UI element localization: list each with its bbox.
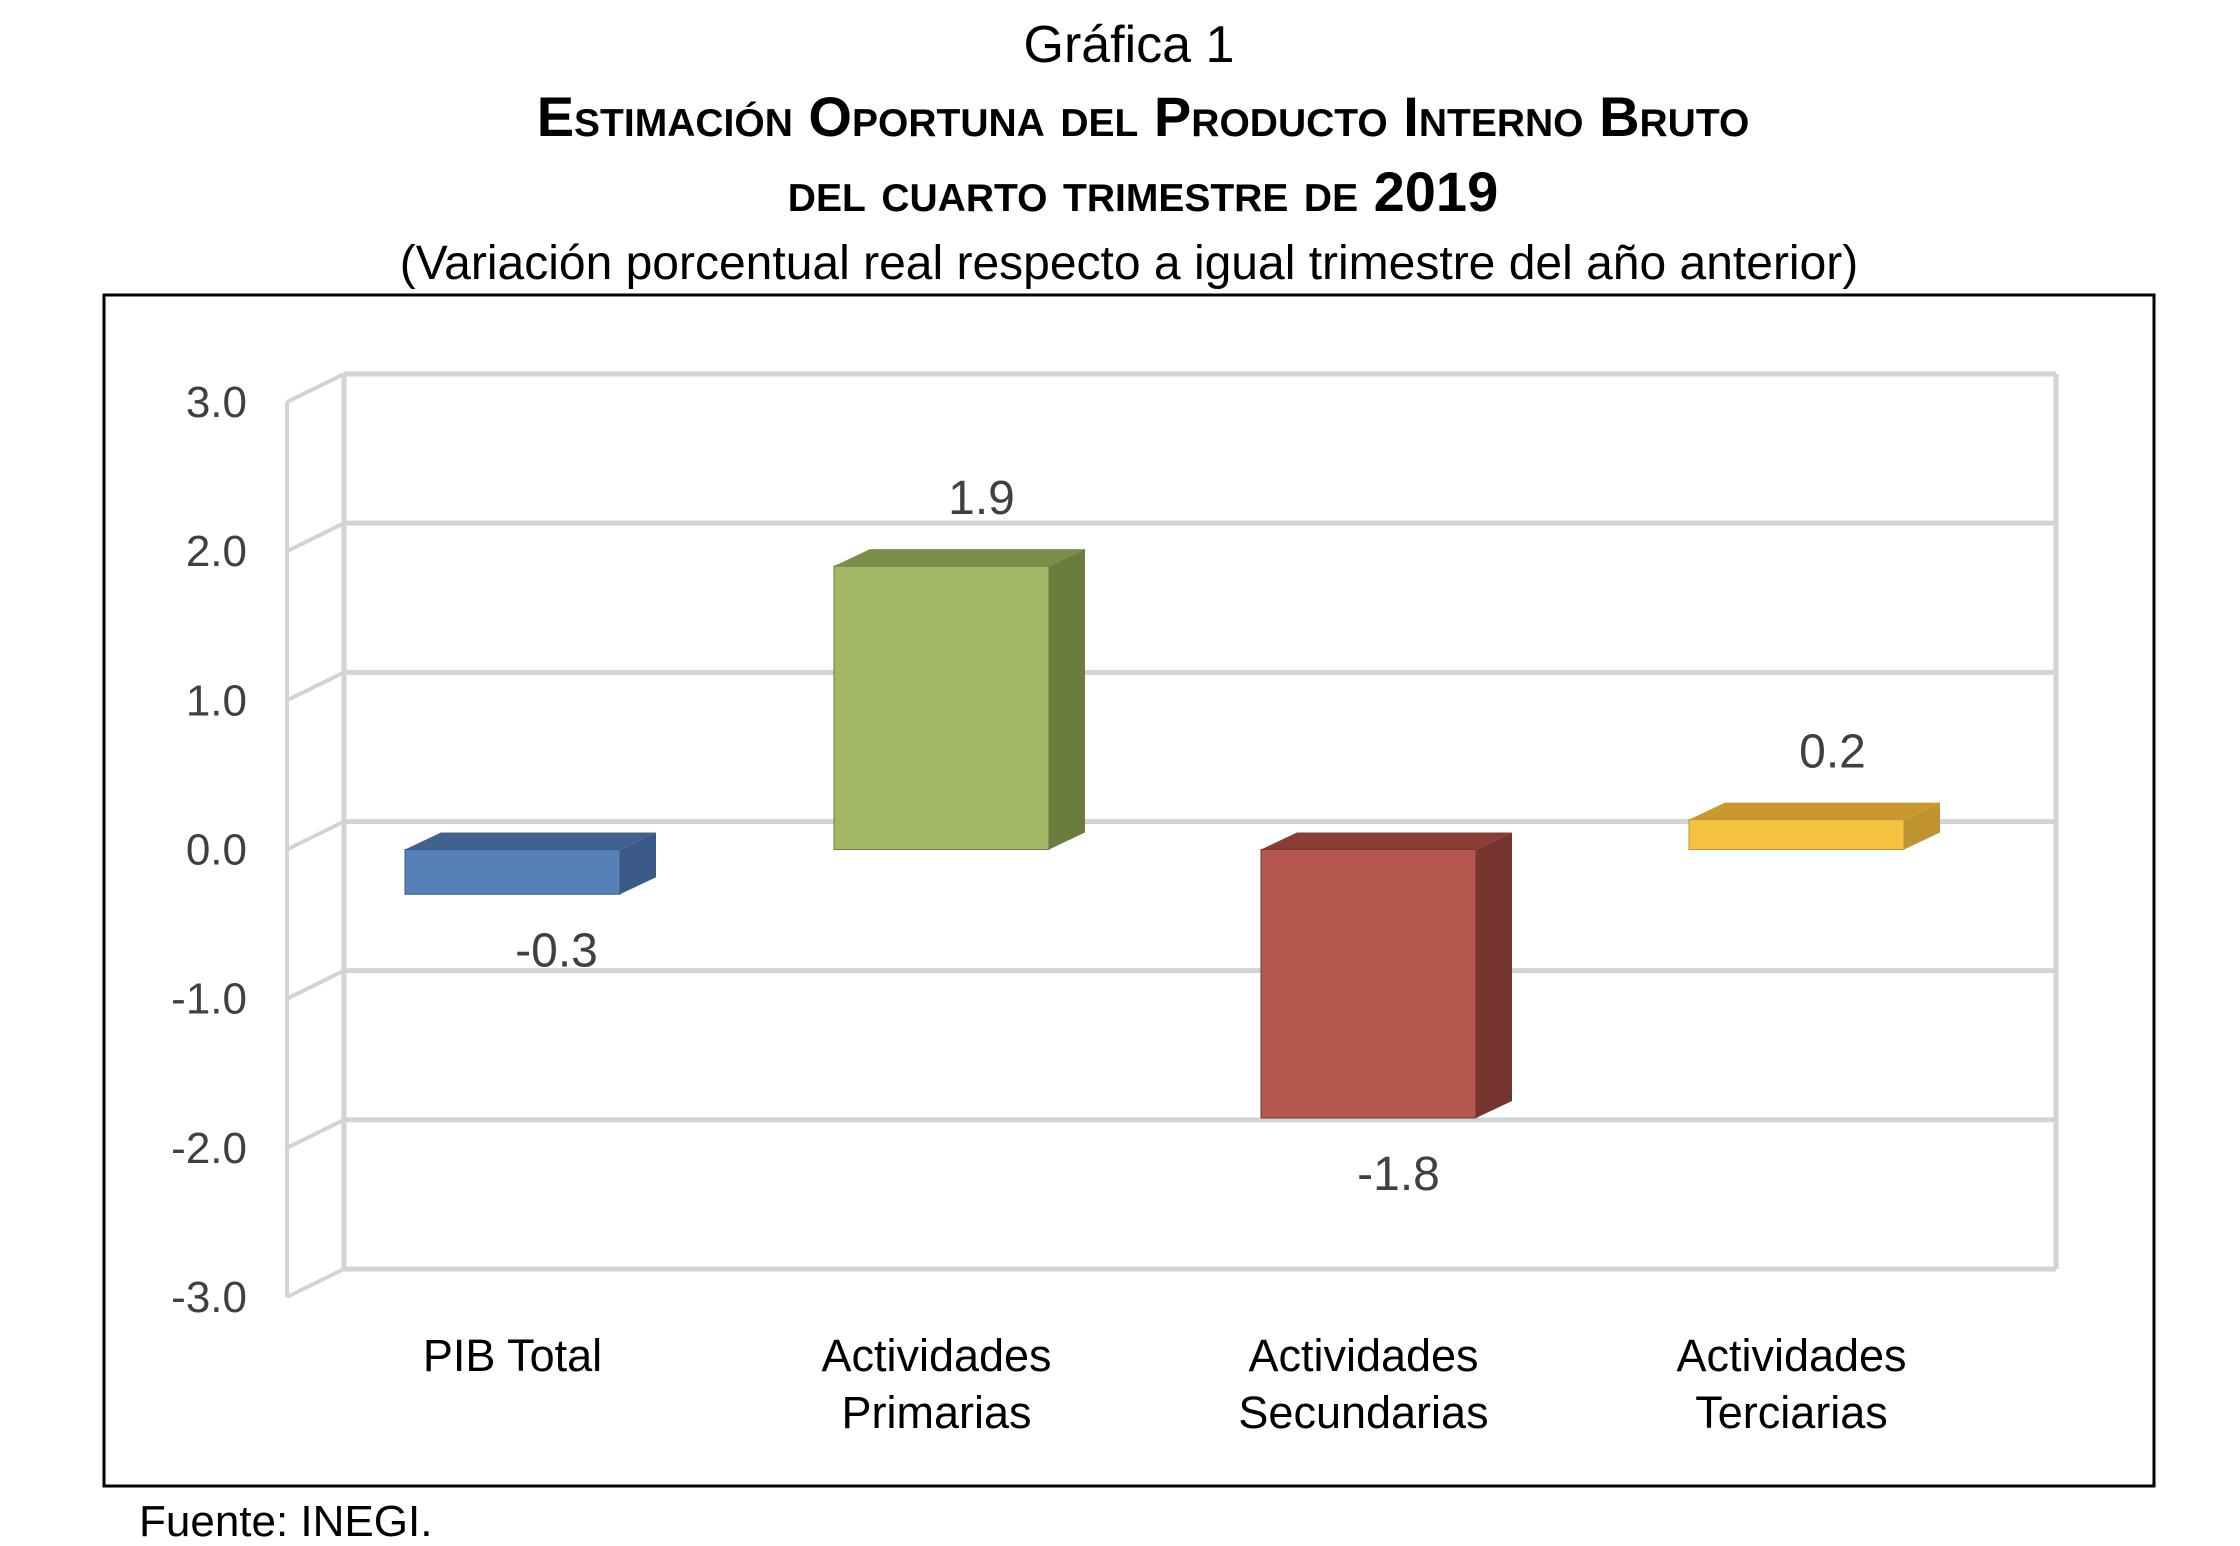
source-note: Fuente: INEGI.: [139, 1497, 432, 1546]
bar-top-face: [1261, 832, 1512, 850]
y-tick-label: 0.0: [186, 826, 247, 875]
gridline-depth: [286, 372, 345, 404]
bar: [1688, 819, 1905, 851]
chart-title-line2: del cuarto trimestre de 2019: [788, 160, 1498, 223]
y-tick-label: -1.0: [171, 975, 247, 1024]
bar: [833, 565, 1050, 850]
bar: [1260, 849, 1477, 1119]
gridline-depth: [286, 670, 345, 703]
y-tick-label: -3.0: [171, 1273, 247, 1322]
gridline-depth: [286, 521, 345, 553]
bar-top-face: [1689, 802, 1940, 820]
y-axis-ticks: 3.0 2.0 1.0 0.0 -1.0 -2.0 -3.0: [171, 378, 247, 1322]
category-label: Actividades: [1676, 1330, 1906, 1381]
chart-title: Estimación Oportuna del Producto Interno…: [537, 85, 1750, 148]
gridline-depth: [286, 968, 345, 1001]
chart-subtitle: (Variación porcentual real respecto a ig…: [400, 237, 1859, 290]
category-labels: PIB Total Actividades Primarias Actividades…: [423, 1330, 1907, 1438]
category-label: Actividades: [1248, 1330, 1478, 1381]
data-label: -1.8: [1357, 1148, 1440, 1201]
category-label: Actividades: [821, 1330, 1051, 1381]
bar-side-face: [620, 832, 656, 895]
y-tick-label: 1.0: [186, 676, 247, 725]
bar-side-face: [1476, 832, 1512, 1118]
bar-top-face: [405, 832, 656, 850]
data-label: 0.2: [1799, 726, 1866, 779]
gridline-depth: [286, 819, 345, 852]
bar-side-face: [1049, 549, 1085, 850]
bars: [404, 549, 1940, 1119]
chart-frame: [102, 293, 2156, 1488]
bar-top-face: [834, 549, 1085, 567]
data-label: 1.9: [948, 472, 1015, 525]
y-tick-label: 2.0: [186, 527, 247, 576]
category-label: Terciarias: [1695, 1387, 1888, 1438]
category-label: Primarias: [841, 1387, 1031, 1438]
y-tick-label: 3.0: [186, 378, 247, 427]
chart-label: Gráfica 1: [1024, 16, 1235, 74]
category-label: PIB Total: [423, 1330, 602, 1381]
y-tick-label: -2.0: [171, 1124, 247, 1173]
category-label: Secundarias: [1238, 1387, 1488, 1438]
bar: [404, 849, 621, 895]
data-labels: -0.3 1.9 -1.8 0.2: [515, 472, 1866, 1201]
gridline-depth: [286, 1267, 345, 1299]
gridline-depth: [286, 1118, 345, 1150]
data-label: -0.3: [515, 924, 598, 977]
bar-side-face: [1904, 802, 1940, 850]
